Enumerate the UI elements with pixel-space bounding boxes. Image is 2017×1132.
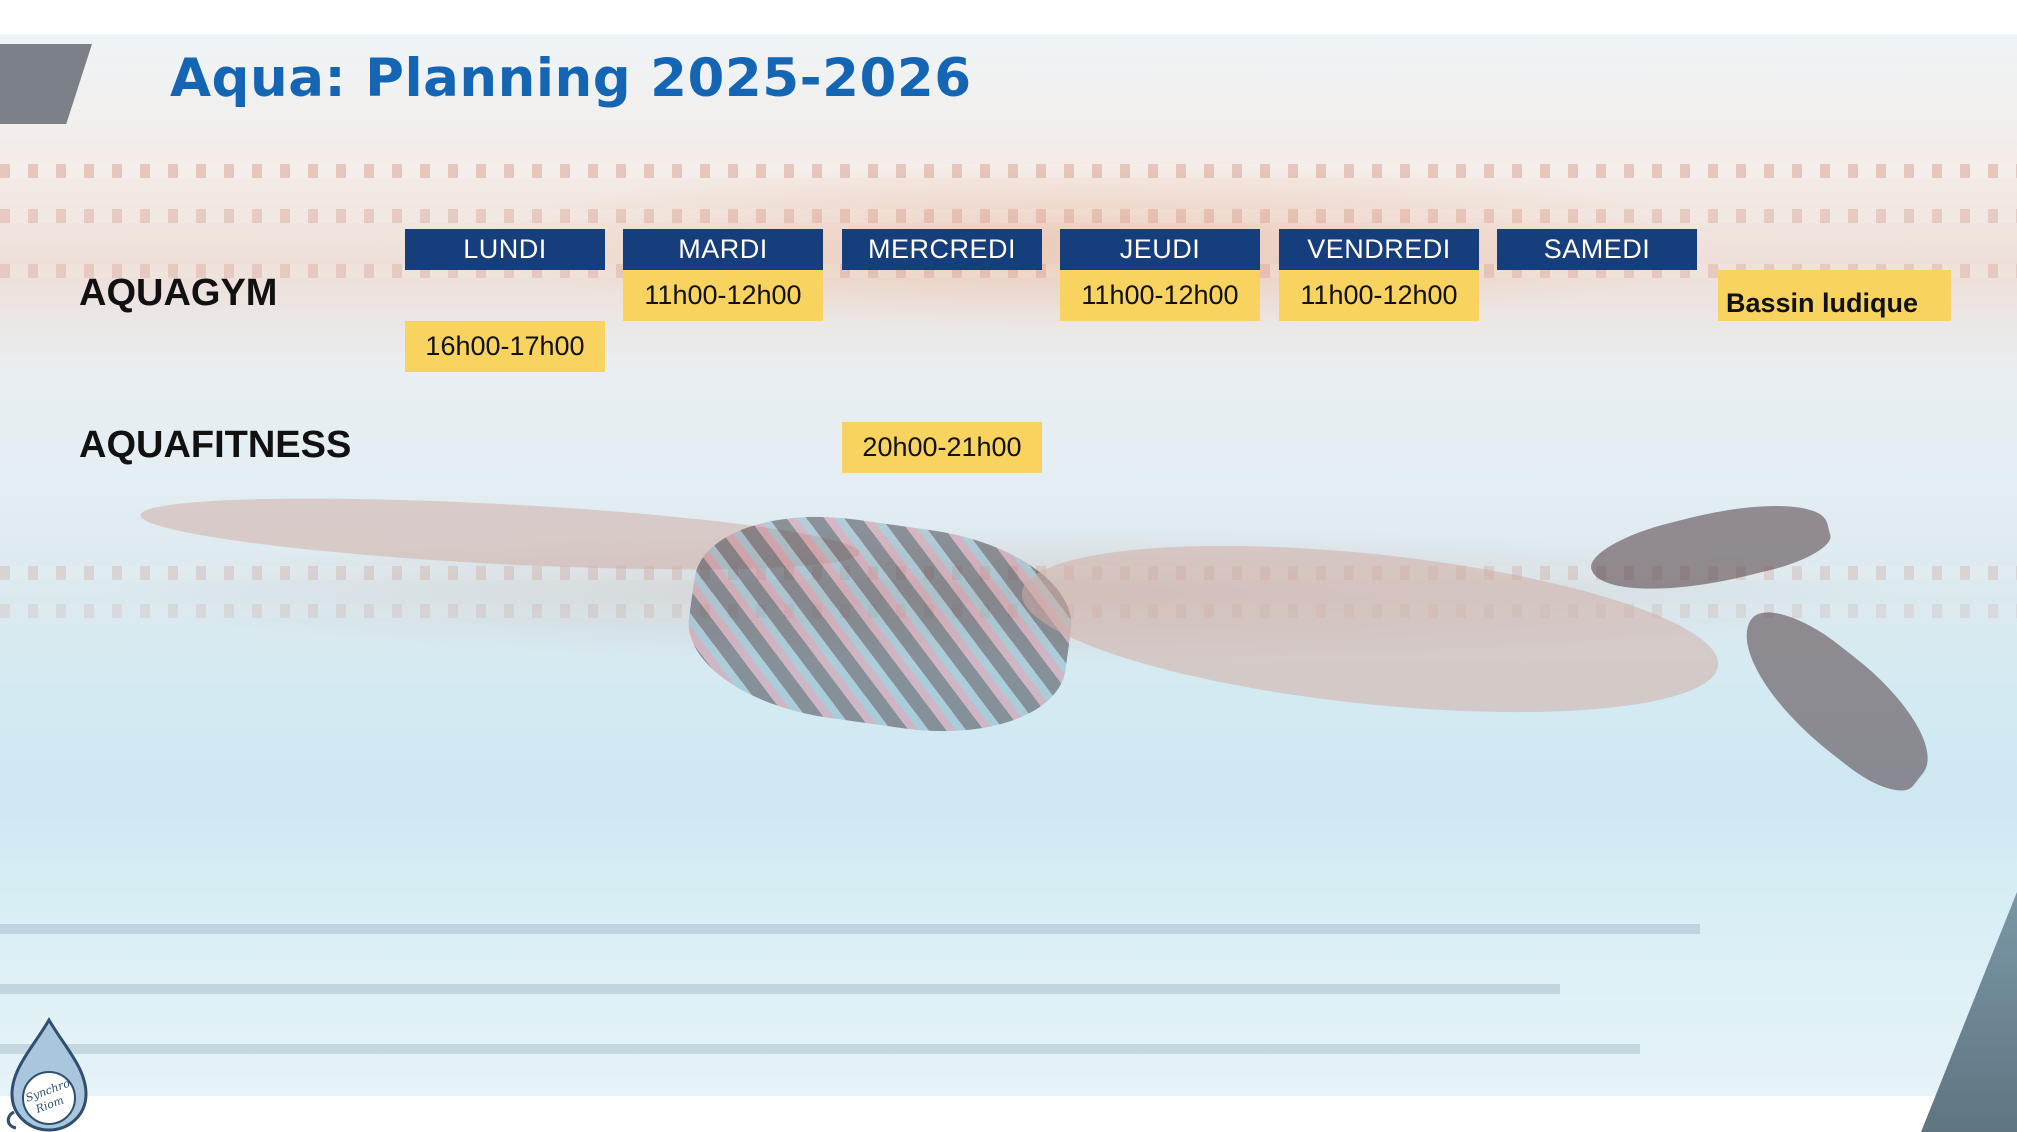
slot-aquagym-samedi: Bassin ludique xyxy=(1718,270,1951,321)
lane-rope xyxy=(0,164,2017,178)
day-header-lundi: LUNDI xyxy=(405,229,605,270)
slot-aquafitness-mercredi: 20h00-21h00 xyxy=(842,422,1042,473)
slot-aquagym-jeudi: 11h00-12h00 xyxy=(1060,270,1260,321)
day-header-mercredi: MERCREDI xyxy=(842,229,1042,270)
day-header-mardi: MARDI xyxy=(623,229,823,270)
slot-aquagym-lundi: 16h00-17h00 xyxy=(405,321,605,372)
pool-floor-line xyxy=(0,984,1560,994)
row-label-aquagym: AQUAGYM xyxy=(79,272,278,314)
swim-fin xyxy=(1716,592,1954,806)
club-logo: Synchro Riom xyxy=(6,1016,88,1132)
slot-aquagym-vendredi: 11h00-12h00 xyxy=(1279,270,1479,321)
day-header-jeudi: JEUDI xyxy=(1060,229,1260,270)
pool-floor-line xyxy=(0,924,1700,934)
day-header-vendredi: VENDREDI xyxy=(1279,229,1479,270)
pool-floor-line xyxy=(0,1044,1640,1054)
row-label-aquafitness: AQUAFITNESS xyxy=(79,424,352,466)
pool-photo-background xyxy=(0,34,2017,1096)
swim-fin xyxy=(1585,486,1835,612)
swimmer-suit xyxy=(677,498,1083,750)
page-title: Aqua: Planning 2025-2026 xyxy=(170,48,972,109)
slot-aquagym-mardi: 11h00-12h00 xyxy=(623,270,823,321)
lane-rope xyxy=(0,209,2017,223)
day-header-samedi: SAMEDI xyxy=(1497,229,1697,270)
